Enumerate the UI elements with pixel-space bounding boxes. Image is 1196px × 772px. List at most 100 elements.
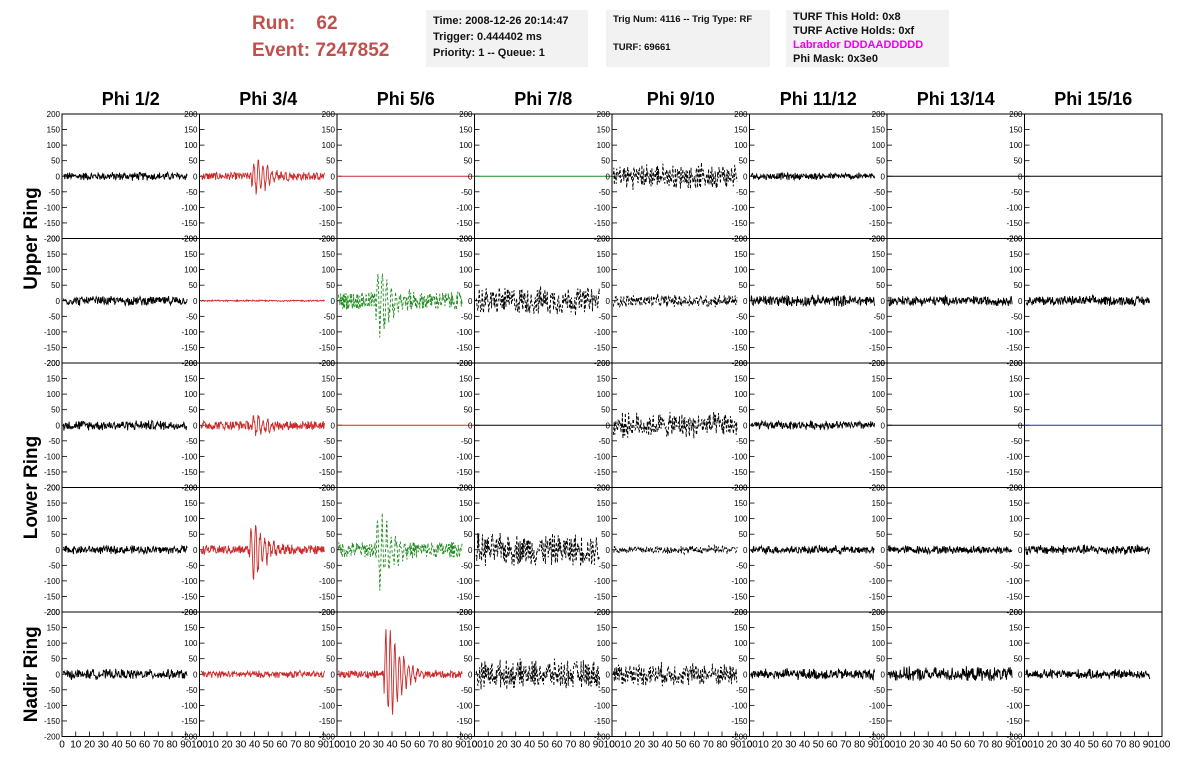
y-tick-label: -100	[44, 577, 61, 586]
y-tick-label: -100	[594, 328, 611, 337]
waveform-trace	[612, 293, 738, 308]
x-tick-label: 90	[455, 740, 467, 751]
waveform-trace	[1025, 544, 1151, 556]
y-tick-label: -150	[456, 219, 473, 228]
y-tick-label: -100	[731, 701, 748, 710]
x-tick-label: 10	[620, 740, 632, 751]
y-tick-label: 200	[47, 484, 61, 493]
y-tick-label: 50	[464, 281, 473, 290]
y-tick-label: -50	[48, 188, 60, 197]
y-tick-label: 0	[468, 546, 473, 555]
column-title: Phi 13/14	[917, 89, 995, 109]
y-tick-label: -50	[736, 437, 748, 446]
y-tick-label: -100	[319, 577, 336, 586]
event-value: 7247852	[315, 40, 390, 61]
x-tick-label: 20	[1046, 740, 1058, 751]
x-tick-label: 40	[799, 740, 811, 751]
y-tick-label: 50	[326, 530, 335, 539]
y-tick-label: -200	[44, 733, 61, 742]
x-tick-label: 10	[208, 740, 220, 751]
y-tick-label: 50	[739, 281, 748, 290]
y-tick-label: 100	[597, 141, 611, 150]
y-tick-label: 0	[1018, 297, 1023, 306]
y-tick-label: -50	[48, 312, 60, 321]
y-tick-label: -200	[181, 733, 198, 742]
y-tick-label: 100	[1009, 266, 1023, 275]
y-tick-label: -150	[456, 717, 473, 726]
y-tick-label: 0	[56, 670, 61, 679]
waveform-trace	[200, 159, 326, 195]
column-title: Phi 9/10	[647, 89, 715, 109]
y-tick-label: 200	[184, 235, 198, 244]
y-tick-label: 200	[184, 484, 198, 493]
y-tick-label: -150	[594, 343, 611, 352]
column-title: Phi 15/16	[1054, 89, 1132, 109]
x-tick-label: 30	[648, 740, 660, 751]
turf-text: TURF: 69661	[613, 42, 671, 53]
y-tick-label: -50	[736, 561, 748, 570]
y-tick-label: 50	[1014, 281, 1023, 290]
y-tick-label: 150	[47, 250, 61, 259]
waveform-trace	[887, 544, 1013, 556]
y-tick-label: -100	[44, 203, 61, 212]
y-tick-label: 100	[184, 266, 198, 275]
x-tick-label: 100	[1154, 740, 1171, 751]
y-tick-label: 150	[872, 126, 886, 135]
x-tick-label: 100	[329, 740, 346, 751]
y-tick-label: -50	[48, 686, 60, 695]
waveform-trace	[750, 544, 875, 556]
ring-label: Lower Ring	[21, 436, 42, 539]
y-tick-label: -50	[1011, 686, 1023, 695]
x-tick-label: 20	[634, 740, 646, 751]
y-tick-label: -50	[873, 686, 885, 695]
x-tick-label: 30	[98, 740, 110, 751]
y-tick-label: 200	[872, 484, 886, 493]
x-tick-label: 70	[290, 740, 302, 751]
y-tick-label: 150	[322, 624, 336, 633]
y-tick-label: -100	[456, 577, 473, 586]
y-tick-label: 50	[876, 406, 885, 415]
y-tick-label: -50	[323, 188, 335, 197]
y-tick-label: 0	[193, 546, 198, 555]
y-tick-label: 150	[322, 375, 336, 384]
y-tick-label: -50	[323, 686, 335, 695]
y-tick-label: 50	[326, 655, 335, 664]
y-tick-label: 100	[872, 266, 886, 275]
y-tick-label: 100	[597, 515, 611, 524]
y-tick-label: 100	[184, 515, 198, 524]
y-tick-label: 0	[1018, 670, 1023, 679]
x-tick-label: 50	[263, 740, 275, 751]
waveform-trace	[475, 532, 600, 567]
y-tick-label: -50	[186, 437, 198, 446]
waveform-trace	[62, 294, 188, 307]
column-title: Phi 5/6	[377, 89, 435, 109]
y-tick-label: -150	[594, 219, 611, 228]
waveform-trace	[887, 666, 1013, 682]
y-tick-label: -150	[1006, 343, 1023, 352]
y-tick-label: 100	[1009, 141, 1023, 150]
y-tick-label: 200	[1009, 235, 1023, 244]
y-tick-label: 0	[331, 670, 336, 679]
y-tick-label: -150	[731, 343, 748, 352]
x-tick-label: 40	[111, 740, 123, 751]
x-tick-label: 40	[249, 740, 261, 751]
y-tick-label: 150	[872, 375, 886, 384]
y-tick-label: 200	[47, 110, 61, 119]
y-tick-label: 100	[597, 266, 611, 275]
y-tick-label: 100	[322, 141, 336, 150]
y-tick-label: -100	[456, 452, 473, 461]
x-tick-label: 20	[359, 740, 371, 751]
y-tick-label: -100	[869, 328, 886, 337]
y-tick-label: 50	[739, 655, 748, 664]
trig-info-box: Trig Num: 4116 -- Trig Type: RF TURF: 69…	[606, 10, 770, 67]
y-tick-label: -100	[1006, 328, 1023, 337]
waveform-trace	[750, 171, 876, 182]
y-tick-label: -100	[731, 452, 748, 461]
y-tick-label: 0	[881, 172, 886, 181]
turf-hold-text: TURF This Hold: 0x8	[793, 11, 901, 23]
